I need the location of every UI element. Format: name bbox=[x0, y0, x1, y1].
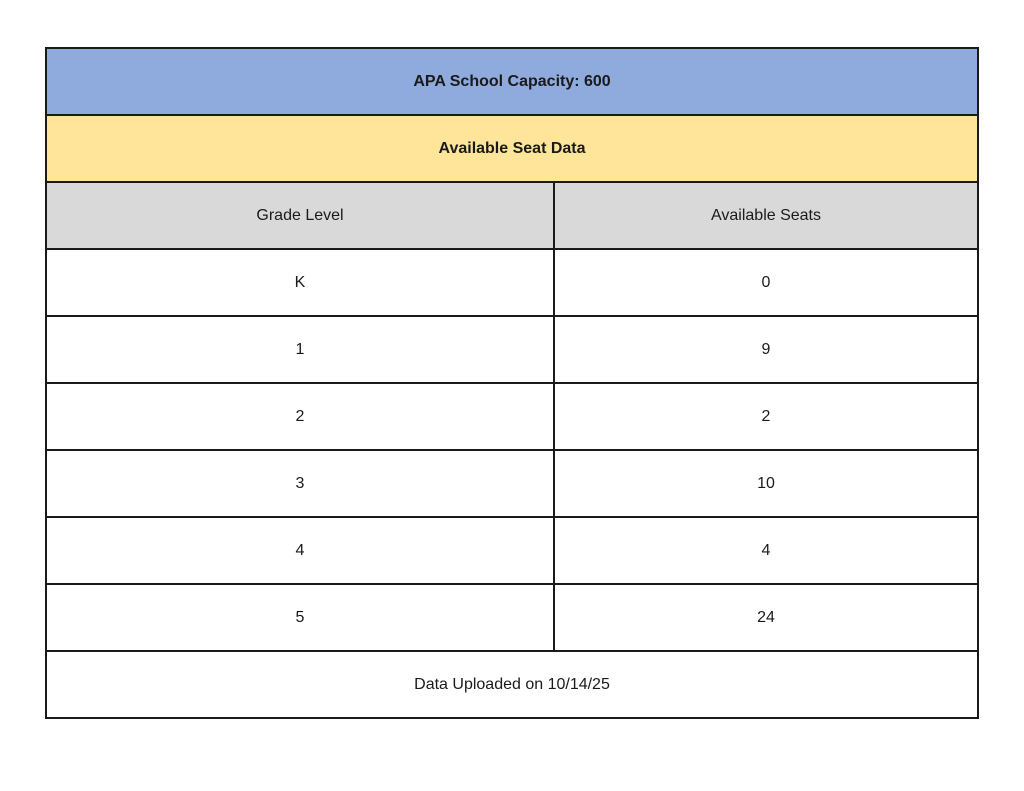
grade-cell: 1 bbox=[45, 315, 555, 384]
seats-cell: 9 bbox=[552, 315, 980, 384]
column-header-available-seats: Available Seats bbox=[552, 181, 980, 250]
table-footer-section: Data Uploaded on 10/14/25 bbox=[44, 650, 980, 719]
column-header-grade-level: Grade Level bbox=[45, 181, 555, 250]
table-subtitle: Available Seat Data bbox=[44, 114, 980, 183]
seats-cell: 4 bbox=[552, 516, 980, 585]
column-header-row: Grade Level Available Seats bbox=[45, 181, 980, 250]
grade-cell: 3 bbox=[45, 449, 555, 518]
capacity-header: APA School Capacity: 600 bbox=[44, 47, 980, 116]
table-head-section: APA School Capacity: 600 Available Seat … bbox=[44, 47, 980, 250]
grade-cell: 4 bbox=[45, 516, 555, 585]
grade-cell: K bbox=[45, 248, 555, 317]
upload-date-footer: Data Uploaded on 10/14/25 bbox=[44, 650, 980, 719]
table-row: 1 9 bbox=[45, 315, 980, 384]
subtitle-row: Available Seat Data bbox=[44, 114, 980, 183]
capacity-row: APA School Capacity: 600 bbox=[44, 47, 980, 116]
table-row: 2 2 bbox=[45, 382, 980, 451]
table-data-section: K 0 1 9 2 2 3 10 4 4 5 24 bbox=[45, 248, 980, 652]
seats-cell: 0 bbox=[552, 248, 980, 317]
grade-cell: 2 bbox=[45, 382, 555, 451]
seats-cell: 10 bbox=[552, 449, 980, 518]
table-row: K 0 bbox=[45, 248, 980, 317]
grade-cell: 5 bbox=[45, 583, 555, 652]
seats-cell: 24 bbox=[552, 583, 980, 652]
seat-data-table: APA School Capacity: 600 Available Seat … bbox=[44, 47, 980, 719]
seats-cell: 2 bbox=[552, 382, 980, 451]
footer-row: Data Uploaded on 10/14/25 bbox=[44, 650, 980, 719]
table-row: 4 4 bbox=[45, 516, 980, 585]
table-row: 5 24 bbox=[45, 583, 980, 652]
table-row: 3 10 bbox=[45, 449, 980, 518]
